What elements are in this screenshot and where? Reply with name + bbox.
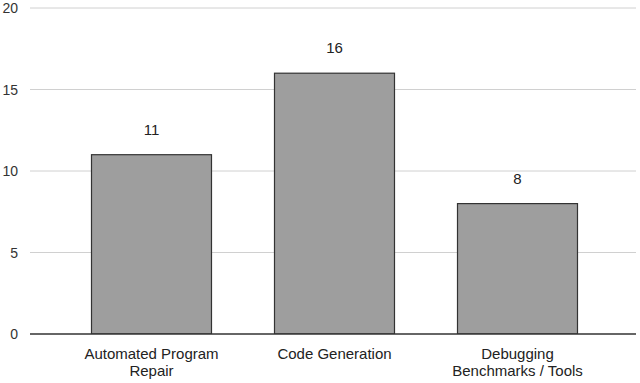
x-tick-label: Debugging Benchmarks / Tools — [443, 345, 593, 379]
bar — [92, 155, 212, 334]
grid-line — [30, 8, 636, 9]
x-tick-label: Automated Program Repair — [77, 345, 227, 379]
chart: 0 5 10 15 20 11 16 8 Automated Program Repair Cod… — [0, 0, 640, 383]
y-tick-label: 10 — [2, 163, 18, 179]
y-tick-label: 15 — [2, 82, 18, 98]
y-tick-label: 20 — [2, 0, 18, 16]
chart-svg: 0 5 10 15 20 11 16 8 — [0, 0, 640, 383]
x-tick-label: Code Generation — [260, 345, 410, 362]
bar — [275, 73, 395, 334]
data-label: 16 — [326, 39, 343, 56]
data-label: 8 — [513, 170, 521, 187]
data-label: 11 — [144, 121, 160, 138]
y-tick-label: 0 — [10, 326, 18, 342]
bar — [458, 204, 578, 334]
y-tick-label: 5 — [10, 245, 18, 261]
x-axis-line — [30, 333, 636, 334]
bars — [92, 73, 578, 334]
